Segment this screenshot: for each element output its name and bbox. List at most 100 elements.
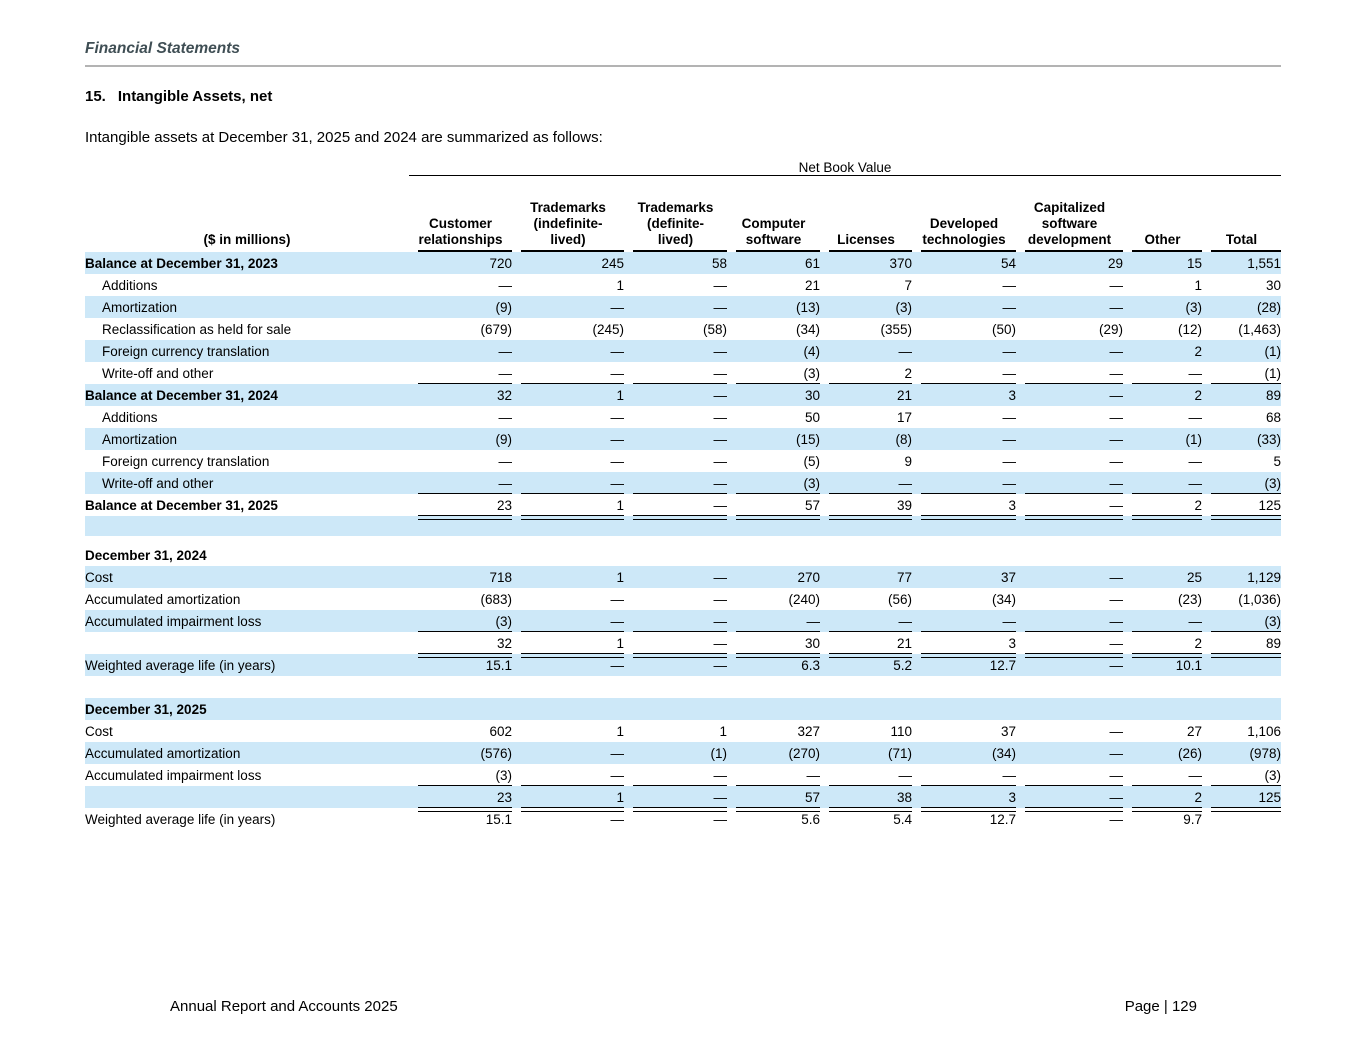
row-label: Amortization: [102, 299, 178, 315]
row-label: Weighted average life (in years): [85, 811, 276, 827]
column-header-trademarks-definite: Trademarks (definite-lived): [624, 176, 727, 253]
value-cell: —: [1016, 610, 1123, 632]
row-label: Accumulated amortization: [85, 745, 241, 761]
value-cell: —: [512, 362, 624, 384]
table-row: Foreign currency translation — — — (5) 9 — — — 5: [85, 450, 1281, 472]
value-cell: —: [409, 362, 512, 384]
value-cell: —: [610, 811, 625, 827]
value-cell: [624, 536, 727, 544]
value-cell: —: [1016, 764, 1123, 786]
value-cell: —: [624, 786, 727, 812]
value-cell: —: [512, 764, 624, 786]
row-label: Additions: [102, 277, 158, 293]
value-cell: (50): [991, 321, 1016, 337]
value-cell: (1): [1185, 431, 1203, 447]
row-label: Accumulated impairment loss: [85, 767, 262, 783]
value-cell: [1123, 516, 1202, 536]
value-cell: —: [713, 431, 728, 447]
column-header-label: ($ in millions): [203, 232, 291, 247]
value-cell: [1123, 536, 1202, 544]
table-row: Accumulated impairment loss (3) — — — — — — — (3): [85, 610, 1281, 632]
value-cell: 61: [804, 255, 820, 271]
value-cell: (33): [1256, 431, 1281, 447]
value-cell: [1016, 516, 1123, 536]
value-cell: —: [1109, 453, 1124, 469]
value-cell: —: [512, 610, 624, 632]
table-row: Accumulated impairment loss (3) — — — — — — — (3): [85, 764, 1281, 786]
value-cell: (13): [795, 299, 820, 315]
value-cell: —: [727, 610, 820, 632]
row-label: Write-off and other: [102, 475, 214, 491]
value-cell: (270): [788, 745, 820, 761]
value-cell: —: [409, 472, 512, 494]
table-row: Accumulated amortization (576) — (1) (270) (7…: [85, 742, 1281, 764]
row-label: Foreign currency translation: [102, 343, 270, 359]
value-cell: —: [1188, 409, 1203, 425]
value-cell: [512, 698, 624, 720]
value-cell: (29): [1098, 321, 1123, 337]
value-cell: 9.7: [1183, 811, 1202, 827]
value-cell: [1202, 516, 1281, 536]
row-label: December 31, 2025: [85, 701, 207, 717]
value-cell: —: [1109, 299, 1124, 315]
value-cell: (245): [592, 321, 624, 337]
value-cell: 15.1: [485, 811, 512, 827]
value-cell: 720: [489, 255, 512, 271]
value-cell: [727, 536, 820, 544]
section-header-row: December 31, 2024: [85, 544, 1281, 566]
value-cell: 602: [489, 723, 512, 739]
value-cell: 1: [616, 723, 624, 739]
value-cell: 23: [409, 786, 512, 812]
table-row: [85, 516, 1281, 536]
value-cell: 39: [820, 494, 912, 520]
table-row: Cost 602 1 1 327 110 37 — 27 1,106: [85, 720, 1281, 742]
value-cell: —: [1016, 632, 1123, 658]
value-cell: 718: [489, 569, 512, 585]
value-cell: (3): [895, 299, 913, 315]
page-content: Financial Statements 15. Intangible Asset…: [85, 0, 1281, 1015]
row-label: Write-off and other: [102, 365, 214, 381]
value-cell: [512, 676, 624, 698]
value-cell: —: [1123, 362, 1202, 384]
value-cell: —: [713, 453, 728, 469]
value-cell: —: [1016, 362, 1123, 384]
header-divider: [85, 65, 1281, 67]
value-cell: —: [610, 409, 625, 425]
table-row: Write-off and other — — — (3) — — — — (3): [85, 472, 1281, 494]
value-cell: —: [912, 764, 1016, 786]
row-label: [85, 536, 409, 544]
value-cell: [409, 676, 512, 698]
value-cell: (56): [887, 591, 912, 607]
value-cell: —: [498, 453, 513, 469]
value-cell: 50: [804, 409, 820, 425]
row-label: [85, 516, 409, 536]
value-cell: —: [1002, 409, 1017, 425]
value-cell: —: [624, 632, 727, 658]
value-cell: —: [1109, 723, 1124, 739]
value-cell: (34): [991, 745, 1016, 761]
value-cell: —: [1016, 786, 1123, 812]
value-cell: (23): [1177, 591, 1202, 607]
value-cell: 21: [804, 277, 820, 293]
value-cell: [409, 536, 512, 544]
table-row: 23 1—57 38 3—2 125: [85, 786, 1281, 812]
value-cell: 125: [1202, 494, 1281, 520]
value-cell: (3): [1202, 610, 1281, 632]
value-cell: (26): [1177, 745, 1202, 761]
row-label: Balance at December 31, 2025: [85, 497, 278, 513]
value-cell: —: [1002, 453, 1017, 469]
value-cell: 6.3: [801, 657, 820, 673]
value-cell: 37: [1000, 569, 1016, 585]
value-cell: 32: [409, 632, 512, 658]
value-cell: 1: [512, 632, 624, 658]
value-cell: —: [727, 764, 820, 786]
value-cell: —: [1109, 431, 1124, 447]
value-cell: 1: [512, 786, 624, 812]
value-cell: 2: [1194, 343, 1202, 359]
value-cell: 21: [896, 387, 912, 403]
row-label: Additions: [102, 409, 158, 425]
value-cell: (683): [480, 591, 512, 607]
table-row: Weighted average life (in years) 15.1 — — 5.…: [85, 808, 1281, 830]
section-title: 15. Intangible Assets, net: [85, 88, 1281, 105]
value-cell: —: [713, 299, 728, 315]
